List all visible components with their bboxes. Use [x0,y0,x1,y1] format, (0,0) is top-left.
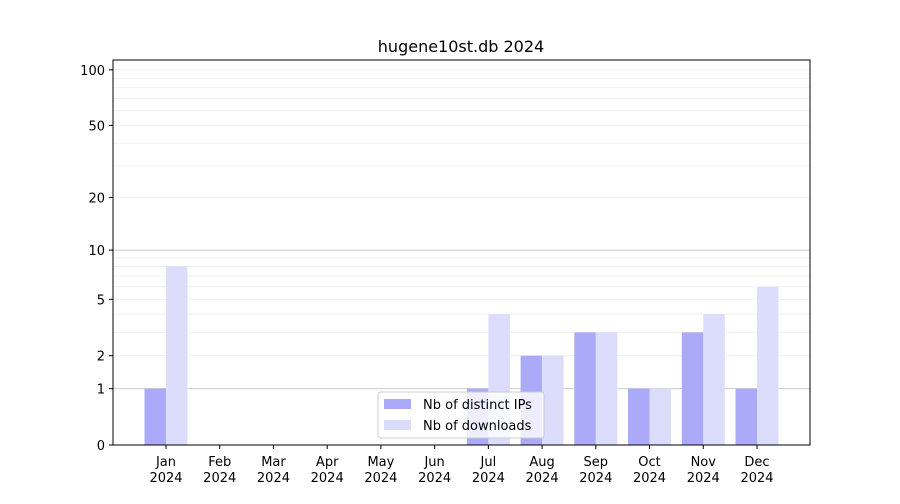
y-tick-label: 1 [97,383,105,398]
chart-title: hugene10st.db 2024 [378,37,544,56]
legend-box [377,391,545,439]
bar-downloads [542,355,564,445]
x-tick-label: Sep 2024 [579,455,612,486]
y-tick-label: 10 [88,244,105,259]
x-tick-label: Jul 2024 [472,455,505,486]
x-tick-label: Dec 2024 [740,455,773,486]
bar-distinct-ips [735,388,757,445]
y-tick-label: 100 [80,64,105,79]
legend-swatch [384,399,411,409]
x-tick-label: Feb 2024 [203,455,236,486]
y-tick-label: 50 [88,119,105,134]
x-tick-label: Aug 2024 [526,455,559,486]
bar-distinct-ips [574,332,596,445]
legend-label: Nb of downloads [423,419,532,434]
plot-frame [112,59,811,446]
bar-distinct-ips [681,332,704,445]
bar-downloads [166,266,188,445]
x-tick-label: Mar 2024 [257,455,290,486]
x-tick-label: Jun 2024 [418,455,451,486]
legend-label: Nb of distinct IPs [423,398,532,413]
bar-downloads [595,332,618,445]
x-tick-label: Oct 2024 [633,455,666,486]
x-tick-label: Apr 2024 [311,455,344,486]
y-tick-label: 2 [97,350,105,365]
y-tick-label: 0 [97,439,105,454]
legend-swatch [384,420,411,430]
bar-downloads [703,314,725,445]
bar-distinct-ips [628,388,650,445]
bar-downloads [649,388,672,445]
y-tick-label: 5 [97,293,105,308]
x-tick-label: May 2024 [364,455,397,486]
y-tick-label: 20 [88,192,105,207]
bar-distinct-ips [144,388,166,445]
x-tick-label: Jan 2024 [149,455,182,486]
bar-downloads [757,286,779,445]
x-tick-label: Nov 2024 [687,455,720,486]
